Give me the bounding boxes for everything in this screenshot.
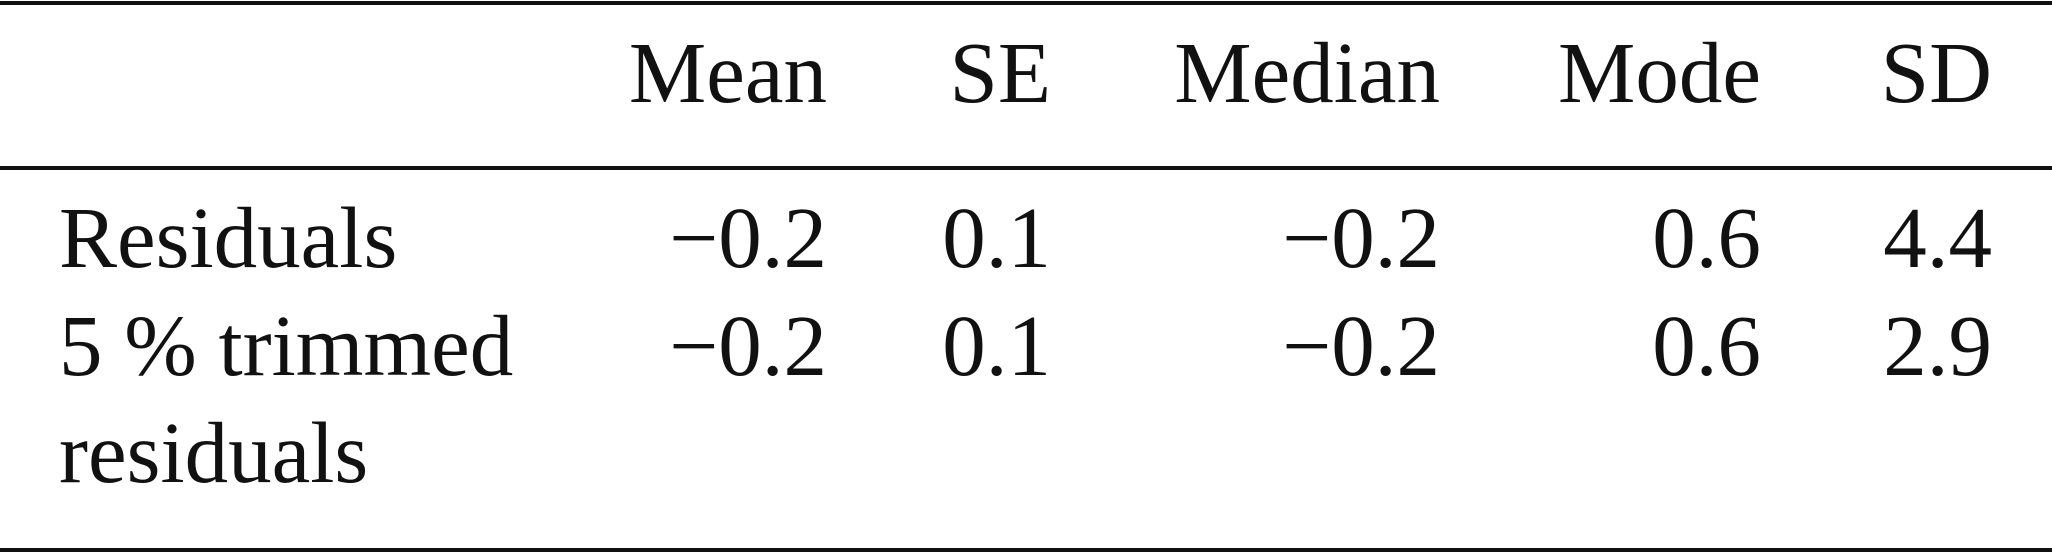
row-label: 5 % trimmed residuals bbox=[59, 297, 514, 501]
table-cell: −0.2 bbox=[1282, 189, 1440, 286]
table-cell: 2.9 bbox=[1883, 297, 1992, 394]
table-cell: −0.2 bbox=[1282, 297, 1440, 394]
mid-rule bbox=[0, 166, 2052, 170]
column-header: Mode bbox=[1558, 24, 1761, 121]
table-cell: 0.1 bbox=[942, 297, 1051, 394]
top-rule bbox=[0, 1, 2052, 5]
table-cell: 4.4 bbox=[1883, 189, 1992, 286]
column-header: SD bbox=[1880, 24, 1992, 121]
column-header: Median bbox=[1174, 24, 1440, 121]
bottom-rule bbox=[0, 548, 2052, 552]
table-cell: −0.2 bbox=[669, 189, 827, 286]
table-cell: 0.6 bbox=[1652, 189, 1761, 286]
table-cell: 0.1 bbox=[942, 189, 1051, 286]
table-cell: 0.6 bbox=[1652, 297, 1761, 394]
column-header: Mean bbox=[628, 24, 827, 121]
table-cell: −0.2 bbox=[669, 297, 827, 394]
row-label: Residuals bbox=[59, 189, 398, 286]
column-header: SE bbox=[949, 24, 1051, 121]
